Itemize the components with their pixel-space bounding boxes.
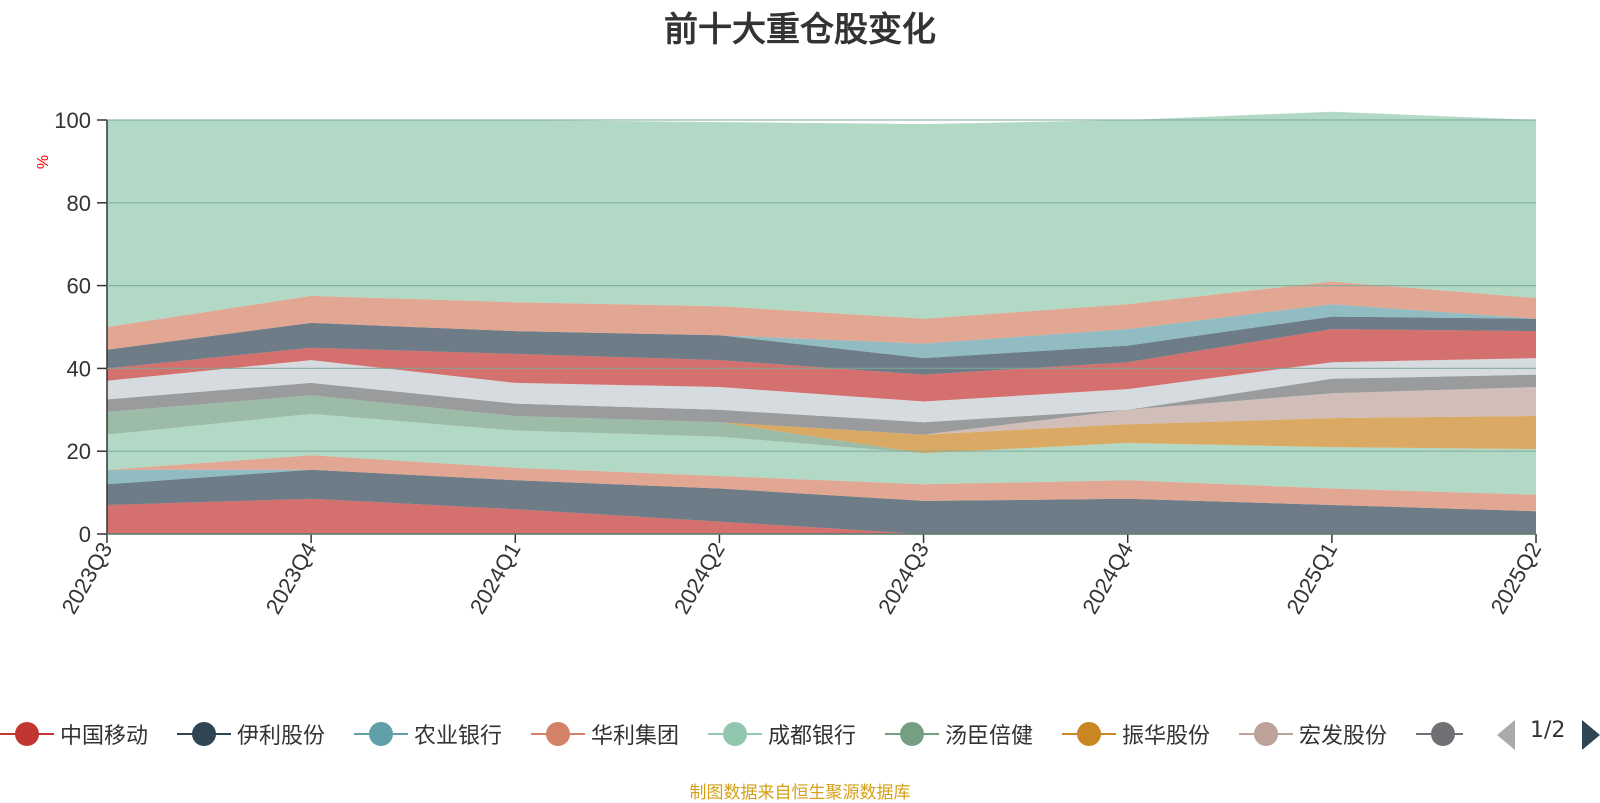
x-tick-label: 2023Q4 <box>261 538 322 618</box>
legend-prev-page-icon[interactable] <box>1497 720 1515 750</box>
legend-marker-icon <box>354 719 408 749</box>
y-axis-unit-label: % <box>35 155 52 169</box>
legend-marker-icon <box>1062 719 1116 749</box>
legend-item[interactable]: 宏发股份 <box>1239 712 1387 756</box>
legend-label: 伊利股份 <box>237 724 326 749</box>
legend-item[interactable]: 汤臣倍健 <box>885 712 1033 756</box>
legend-label: 中国移动 <box>60 724 149 749</box>
legend-label: 振华股份 <box>1122 724 1211 749</box>
area-series-3 <box>107 469 1536 512</box>
legend-marker-icon <box>0 719 54 749</box>
legend-marker-icon <box>531 719 585 749</box>
area-series-9 <box>107 374 1536 435</box>
area-series-10 <box>107 358 1536 423</box>
x-tick-label: 2024Q1 <box>465 538 526 618</box>
legend-marker-icon <box>885 719 939 749</box>
x-tick-label: 2023Q3 <box>57 538 118 618</box>
legend-marker-icon <box>708 719 762 749</box>
area-series-13 <box>107 304 1536 359</box>
y-tick-label: 80 <box>67 191 91 216</box>
x-tick-label: 2024Q4 <box>1077 538 1138 618</box>
area-series-7 <box>107 395 1536 454</box>
x-tick-label: 2025Q1 <box>1281 538 1342 618</box>
x-tick-label: 2024Q3 <box>873 538 934 618</box>
source-note: 制图数据来自恒生聚源数据库 <box>689 783 911 803</box>
legend-label: 汤臣倍健 <box>945 724 1034 749</box>
area-layer <box>107 111 1536 534</box>
area-series-12 <box>107 316 1536 375</box>
legend-item[interactable]: 成都银行 <box>708 712 856 756</box>
y-tick-label: 40 <box>67 356 91 381</box>
legend-item[interactable]: 中国移动 <box>0 712 148 756</box>
legend-item[interactable]: 华利集团 <box>531 712 679 756</box>
legend: 中国移动 伊利股份 农业银行 华利集团 成都银行 汤臣倍健 振华股份 宏发股份 第九项 <box>0 712 1463 756</box>
grid-layer <box>107 119 1536 535</box>
chart-plot: 0 20 40 60 80 100 2023Q3 2023Q4 2024Q1 2024Q2 2024… <box>35 108 1547 618</box>
y-tick-label: 20 <box>67 439 91 464</box>
legend-next-page-icon[interactable] <box>1582 720 1600 750</box>
legend-item[interactable]: 振华股份 <box>1062 712 1210 756</box>
area-series-4 <box>107 455 1536 512</box>
legend-page-indicator: 1/2 <box>1530 718 1566 743</box>
legend-label: 宏发股份 <box>1299 724 1388 749</box>
legend-marker-icon <box>1239 719 1293 749</box>
area-series-11 <box>107 329 1536 402</box>
legend-label: 华利集团 <box>591 724 680 749</box>
y-tick-label: 0 <box>79 522 91 547</box>
area-series-6 <box>107 395 1536 454</box>
area-series-5 <box>107 413 1536 495</box>
area-series-8 <box>107 387 1536 435</box>
legend-label: 成都银行 <box>768 724 857 749</box>
x-tick-label: 2024Q2 <box>669 538 730 618</box>
legend-marker-icon <box>1416 719 1463 749</box>
area-series-14 <box>107 281 1536 350</box>
legend-item[interactable]: 第九项 <box>1416 712 1463 756</box>
legend-item[interactable]: 农业银行 <box>354 712 502 756</box>
area-series-15 <box>107 111 1536 327</box>
legend-item[interactable]: 伊利股份 <box>177 712 325 756</box>
legend-label: 农业银行 <box>414 724 503 749</box>
chart-title: 前十大重仓股变化 <box>664 10 936 50</box>
y-tick-label: 100 <box>54 108 91 133</box>
legend-marker-icon <box>177 719 231 749</box>
area-series-1 <box>107 498 1536 534</box>
x-tick-label: 2025Q2 <box>1486 538 1547 618</box>
area-series-2 <box>107 469 1536 534</box>
y-tick-label: 60 <box>67 274 91 299</box>
